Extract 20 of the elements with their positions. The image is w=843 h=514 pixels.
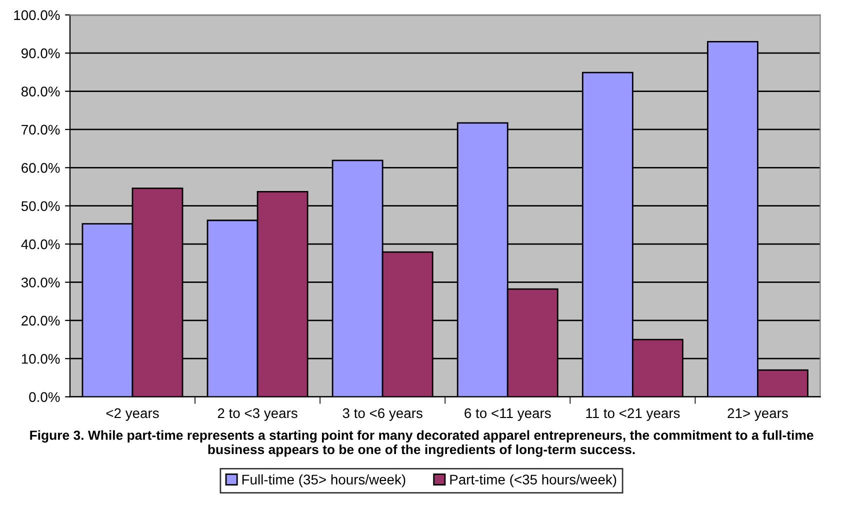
y-tick-label: 80.0% bbox=[21, 86, 60, 96]
y-tick-label: 10.0% bbox=[22, 354, 60, 364]
y-tick-label: 90.0% bbox=[22, 48, 60, 58]
y-tick-label: 100.0% bbox=[14, 10, 60, 20]
x-tick-label: <2 years bbox=[106, 408, 159, 421]
x-tick-label: 6 to <11 years bbox=[464, 408, 551, 421]
x-tick-label: 11 to <21 years bbox=[586, 408, 680, 421]
x-tick-label: 3 to <6 years bbox=[342, 408, 422, 421]
x-tick-label: 21> years bbox=[728, 408, 788, 421]
y-tick-label: 40.0% bbox=[21, 239, 60, 250]
y-tick-label: 0.0% bbox=[29, 392, 60, 402]
legend-label: Part-time (<35 hours/week) bbox=[450, 474, 616, 488]
y-tick-label: 50.0% bbox=[21, 201, 60, 212]
x-tick-label: 2 to <3 years bbox=[218, 408, 298, 421]
y-tick-label: 60.0% bbox=[22, 163, 60, 173]
y-tick-label: 20.0% bbox=[22, 316, 60, 326]
caption: Figure 3. While part-time represents a starting point for many decorated apparel entrepreneurs, the commitment to a full-time business appears to be one of the ingredients of long-term success. bbox=[30, 430, 814, 457]
y-tick-label: 70.0% bbox=[22, 124, 60, 135]
y-tick-label: 30.0% bbox=[21, 278, 60, 288]
legend-label: Full-time (35> hours/week) bbox=[242, 474, 406, 488]
